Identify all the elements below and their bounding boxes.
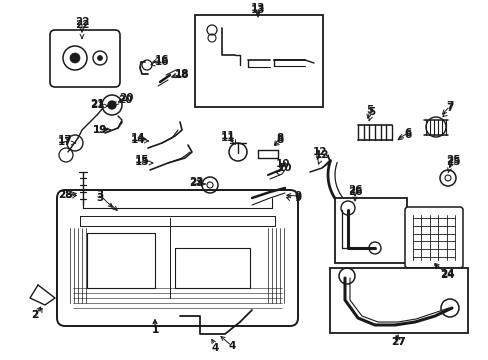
Text: 9: 9 [294,191,301,201]
Text: 17: 17 [58,137,72,147]
Text: 15: 15 [135,155,149,165]
Text: 1: 1 [151,325,158,335]
Text: 28: 28 [58,190,72,200]
Text: 8: 8 [276,133,283,143]
Text: 9: 9 [294,193,301,203]
Text: 19: 19 [93,125,107,135]
Bar [334,198,406,263]
Text: 13: 13 [250,5,264,15]
Text: 18: 18 [174,69,189,79]
Text: 11: 11 [220,133,235,143]
Text: 7: 7 [446,101,453,111]
Text: 4: 4 [211,343,218,353]
Text: 5: 5 [366,105,373,115]
Text: 13: 13 [250,3,264,13]
Text: 6: 6 [404,130,411,140]
Text: 20: 20 [119,93,133,103]
Text: 11: 11 [220,131,235,141]
Text: 10: 10 [277,163,292,173]
Text: 25: 25 [445,155,459,165]
Text: 4: 4 [228,341,235,351]
Text: 2: 2 [31,310,39,320]
Text: 22: 22 [75,20,89,30]
Text: 28: 28 [58,190,72,200]
Bar [329,268,467,333]
Text: 12: 12 [314,150,328,160]
Text: 26: 26 [347,187,362,197]
Text: 8: 8 [276,135,283,145]
Text: 23: 23 [188,177,203,187]
Text: 7: 7 [446,103,453,113]
Text: 23: 23 [188,178,203,188]
Text: 19: 19 [93,125,107,135]
Text: 12: 12 [312,147,326,157]
FancyBboxPatch shape [404,207,462,268]
Text: 15: 15 [135,157,149,167]
Text: 16: 16 [154,57,169,67]
Text: 22: 22 [75,17,89,27]
Text: 26: 26 [347,185,362,195]
Text: 21: 21 [90,99,104,109]
Text: 25: 25 [445,157,459,167]
Bar [195,15,323,107]
Circle shape [70,53,80,63]
Text: 3: 3 [96,190,103,200]
Text: 5: 5 [367,107,375,117]
Text: 17: 17 [58,135,72,145]
Text: 6: 6 [404,128,411,138]
Text: 27: 27 [390,337,405,347]
Text: 2: 2 [31,310,39,320]
Text: 10: 10 [275,159,290,169]
Text: 27: 27 [390,337,405,347]
Circle shape [108,101,116,109]
Text: 1: 1 [151,325,158,335]
Text: 24: 24 [439,270,453,280]
Text: 18: 18 [174,70,189,80]
FancyBboxPatch shape [50,30,120,87]
Text: 16: 16 [154,55,169,65]
Text: 3: 3 [96,193,103,203]
Text: 14: 14 [130,135,145,145]
Circle shape [97,55,102,60]
Text: 14: 14 [130,133,145,143]
Text: 24: 24 [439,269,453,279]
Text: 20: 20 [118,95,132,105]
Text: 21: 21 [90,100,104,110]
FancyBboxPatch shape [57,190,297,326]
